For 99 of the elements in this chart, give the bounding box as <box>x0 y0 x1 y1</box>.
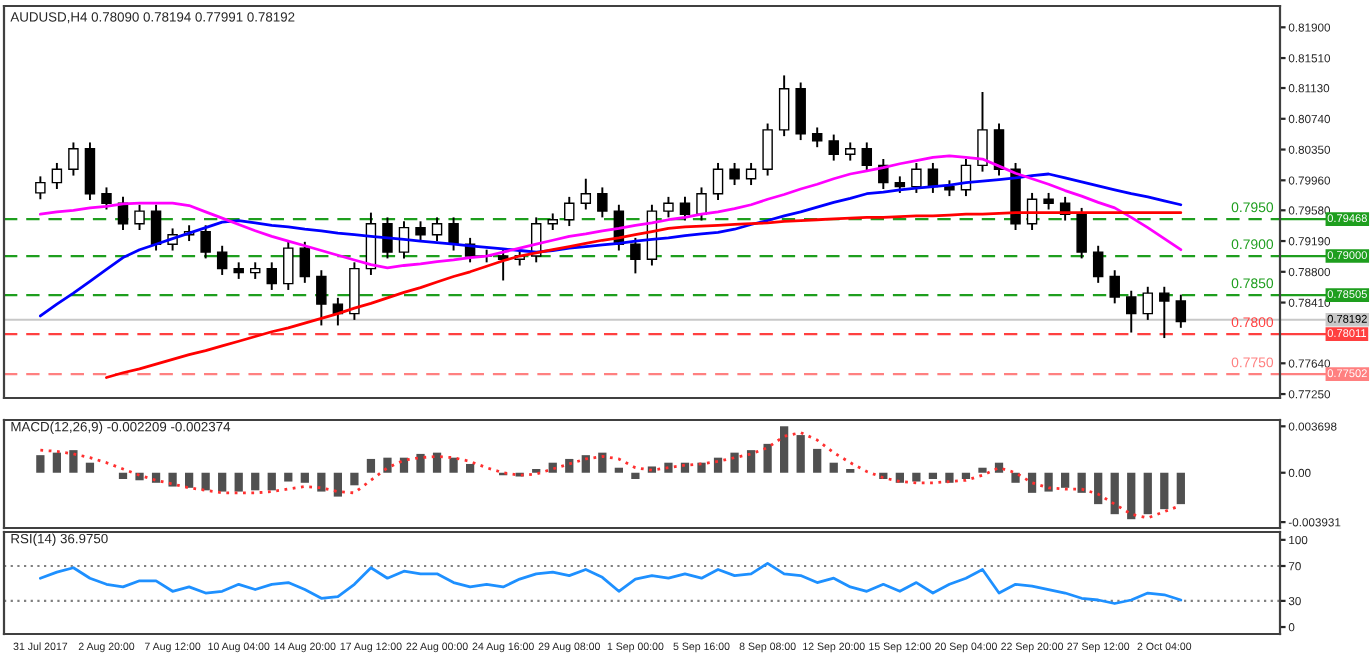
bar <box>69 450 78 473</box>
bar <box>796 435 805 473</box>
bar <box>813 448 822 473</box>
bar <box>581 455 590 473</box>
bar <box>300 472 309 483</box>
bar <box>730 452 739 473</box>
candlestick <box>729 161 740 187</box>
bar <box>697 462 706 473</box>
bar <box>168 472 177 487</box>
candlestick <box>663 195 674 219</box>
bar <box>1077 472 1086 493</box>
candlestick <box>580 177 592 211</box>
bar <box>614 467 623 473</box>
bar <box>251 472 260 491</box>
bar <box>52 452 62 473</box>
bar <box>234 472 243 492</box>
bar <box>1061 472 1070 488</box>
candlestick <box>1175 293 1187 329</box>
bar <box>383 457 392 473</box>
candlestick <box>630 236 641 275</box>
bar <box>1127 472 1136 520</box>
bar <box>598 452 607 473</box>
candlestick <box>134 203 145 231</box>
candlestick <box>696 186 707 222</box>
bar <box>317 472 326 492</box>
bar <box>218 472 227 492</box>
bar <box>978 467 987 473</box>
candlestick <box>1109 269 1120 305</box>
candlestick <box>349 261 360 321</box>
bar <box>449 457 458 473</box>
candlestick <box>1092 244 1104 284</box>
candlestick <box>762 122 773 177</box>
candlestick <box>150 203 162 252</box>
bar <box>366 458 376 473</box>
candlestick <box>299 240 311 284</box>
bar <box>201 472 210 491</box>
candlestick <box>564 195 575 228</box>
bar <box>763 443 772 473</box>
candlestick <box>68 141 79 177</box>
candlestick <box>266 261 278 291</box>
bar <box>1110 472 1119 515</box>
bar <box>184 472 194 488</box>
bar <box>829 462 838 473</box>
candlestick <box>1126 289 1137 334</box>
bar <box>1160 472 1169 510</box>
bar <box>565 458 574 473</box>
bar <box>1176 472 1185 505</box>
candlestick <box>497 248 509 282</box>
bar <box>36 455 45 473</box>
candlestick <box>84 141 96 201</box>
bar <box>1094 472 1103 505</box>
bar <box>1044 472 1053 492</box>
candlestick <box>101 186 112 211</box>
bar <box>85 462 95 473</box>
bar <box>780 426 789 473</box>
candlestick <box>283 240 294 291</box>
bar <box>1143 472 1152 515</box>
candlestick <box>382 216 393 260</box>
bar <box>1027 472 1037 493</box>
candlestick <box>35 175 46 201</box>
bar <box>465 463 475 473</box>
bar <box>267 472 276 491</box>
bar <box>664 462 673 473</box>
bar <box>432 452 442 473</box>
candlestick <box>51 161 63 190</box>
bar <box>928 472 938 480</box>
candlestick <box>845 141 856 162</box>
candlestick <box>778 74 790 138</box>
candlestick <box>828 133 839 162</box>
bar <box>416 453 425 473</box>
line-series <box>38 561 1183 605</box>
bar <box>945 472 954 483</box>
candlestick <box>1142 285 1154 321</box>
candlestick <box>1076 206 1087 260</box>
bar <box>746 450 756 473</box>
candlestick <box>448 216 459 252</box>
candlestick <box>811 126 823 149</box>
bar <box>961 472 971 480</box>
bar <box>912 472 921 482</box>
candlestick <box>431 216 443 243</box>
candlestick <box>597 186 608 219</box>
candlestick <box>712 161 724 201</box>
bar <box>333 472 343 497</box>
candlestick <box>316 269 327 327</box>
bar <box>350 472 359 486</box>
candlestick <box>1159 285 1170 340</box>
candlestick <box>679 195 691 222</box>
candlestick <box>216 244 228 276</box>
bar <box>284 472 293 482</box>
candlestick <box>795 81 806 142</box>
candlestick <box>861 141 873 173</box>
candlestick <box>200 224 211 260</box>
bar <box>399 457 409 473</box>
candlestick <box>977 91 988 173</box>
candlestick <box>415 220 426 243</box>
bar <box>118 472 128 480</box>
bar <box>1011 472 1020 483</box>
candlestick <box>911 161 922 194</box>
bar <box>631 472 640 480</box>
